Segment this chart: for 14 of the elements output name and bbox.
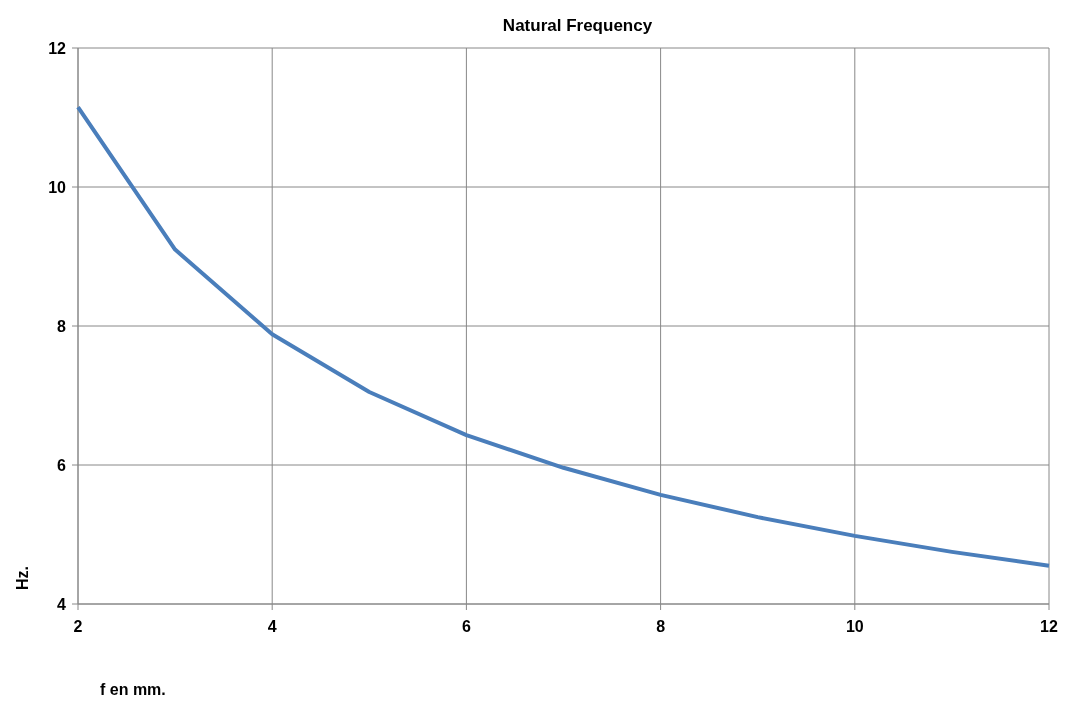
y-tick-label: 10	[48, 178, 67, 196]
x-tick-label: 6	[461, 618, 471, 635]
y-tick-label: 4	[57, 595, 67, 613]
x-tick-label: 2	[73, 618, 83, 635]
y-tick-label: 12	[48, 39, 67, 57]
chart-title: Natural Frequency	[502, 16, 653, 35]
y-tick-label: 6	[57, 456, 67, 474]
y-tick-label: 8	[57, 317, 67, 335]
y-axis-title: Hz.	[14, 566, 31, 590]
x-axis-title: f en mm.	[100, 681, 166, 698]
x-tick-label: 10	[845, 618, 864, 635]
x-tick-label: 8	[656, 618, 666, 635]
x-tick-label: 4	[267, 618, 277, 635]
x-tick-label: 12	[1040, 618, 1058, 635]
